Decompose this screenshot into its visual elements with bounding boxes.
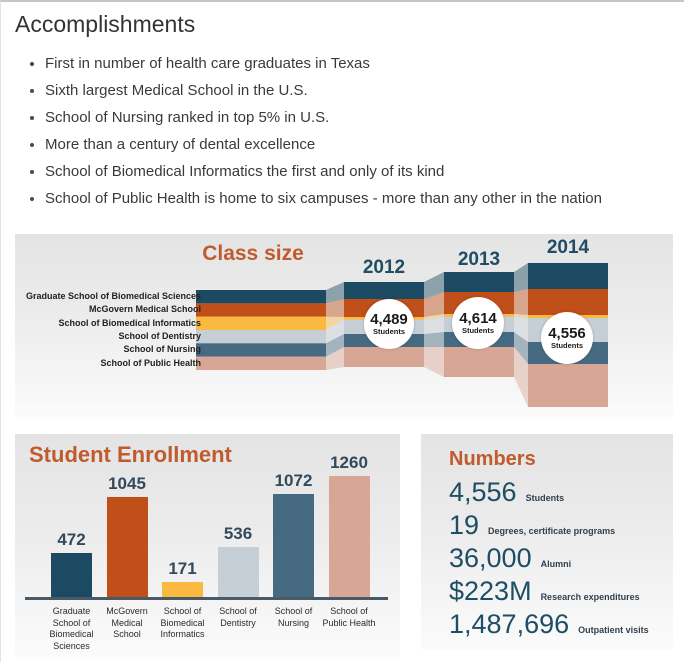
flow-legend-item: School of Dentistry bbox=[118, 330, 201, 341]
bullet-item: School of Biomedical Informatics the fir… bbox=[45, 163, 684, 181]
bar bbox=[217, 547, 259, 599]
bar bbox=[328, 476, 370, 599]
total-unit: Students bbox=[550, 341, 584, 350]
total-value: 4,556 bbox=[548, 325, 586, 342]
year-label-2013: 2013 bbox=[457, 249, 501, 270]
bullet-item: First in number of health care graduates… bbox=[45, 55, 684, 73]
flow-legend: Graduate School of Biomedical Sciences M… bbox=[15, 290, 201, 370]
flow-band-graduate-school-biomedical-sciences bbox=[196, 263, 608, 304]
bar-school-of-nursing: 1072 bbox=[273, 472, 314, 599]
total-value: 4,489 bbox=[370, 311, 408, 328]
flow-legend-item: McGovern Medical School bbox=[88, 304, 201, 315]
flow-legend-item: Graduate School of Biomedical Sciences bbox=[25, 291, 201, 301]
flow-band-school-of-public-health bbox=[196, 347, 608, 407]
year-label-2012: 2012 bbox=[362, 257, 406, 278]
bar-value-label: 1045 bbox=[108, 474, 146, 493]
accomplishments-list: First in number of health care graduates… bbox=[1, 55, 684, 208]
numbers-panel: Numbers 4,556 Students 19 Degrees, certi… bbox=[421, 434, 673, 650]
stat-row: 36,000 Alumni bbox=[449, 544, 665, 577]
stat-row: 19 Degrees, certificate programs bbox=[449, 511, 665, 544]
flow-legend-item: School of Nursing bbox=[123, 344, 202, 355]
stat-row: 1,487,696 Outpatient visits bbox=[449, 610, 665, 643]
bar bbox=[51, 553, 92, 599]
total-badge-2013: 4,614 Students bbox=[452, 297, 504, 349]
bullet-item: School of Public Health is home to six c… bbox=[45, 190, 684, 208]
bar-value-label: 536 bbox=[223, 524, 253, 543]
x-axis-label: School of Public Health bbox=[322, 606, 376, 628]
flow-legend-item: School of Biomedical Informatics bbox=[58, 317, 201, 328]
total-unit: Students bbox=[372, 327, 406, 336]
total-unit: Students bbox=[461, 326, 495, 335]
bullet-item: Sixth largest Medical School in the U.S. bbox=[45, 82, 684, 100]
stat-value: $223M bbox=[449, 576, 532, 606]
page-title: Accomplishments bbox=[15, 11, 196, 37]
bar bbox=[106, 497, 148, 599]
year-label-2014: 2014 bbox=[546, 237, 590, 258]
class-size-panel: Class size 2012 2013 2014 Graduate Schoo… bbox=[15, 234, 673, 417]
flow-legend-item: School of Public Health bbox=[100, 357, 201, 368]
bar-mcgovern-medical-school: 1045 bbox=[106, 474, 148, 599]
student-enrollment-panel: Student Enrollment 472 1045 171 536 1072… bbox=[15, 434, 400, 657]
x-axis bbox=[25, 597, 388, 600]
x-axis-label: Graduate School of Biomedical Sciences bbox=[49, 606, 94, 651]
bar-school-of-dentistry: 536 bbox=[217, 524, 259, 599]
bullet-item: School of Nursing ranked in top 5% in U.… bbox=[45, 109, 684, 127]
stat-row: $223M Research expenditures bbox=[449, 577, 665, 610]
bar-value-label: 1072 bbox=[274, 471, 313, 490]
bar-school-of-biomedical-informatics: 171 bbox=[162, 560, 203, 599]
numbers-title: Numbers bbox=[449, 448, 536, 470]
bar-value-label: 171 bbox=[168, 559, 197, 578]
stat-value: 36,000 bbox=[449, 543, 532, 573]
bar bbox=[162, 582, 203, 599]
student-enrollment-title: Student Enrollment bbox=[29, 442, 232, 467]
stat-label: Degrees, certificate programs bbox=[488, 526, 616, 536]
bullet-item: More than a century of dental excellence bbox=[45, 136, 684, 154]
stat-label: Research expenditures bbox=[540, 592, 640, 602]
stats-list: 4,556 Students 19 Degrees, certificate p… bbox=[449, 478, 665, 643]
x-axis-label: School of Dentistry bbox=[219, 606, 257, 628]
bar-graduate-school-biomedical-sciences: 472 bbox=[51, 531, 92, 599]
stat-value: 4,556 bbox=[449, 477, 517, 507]
total-badge-2014: 4,556 Students bbox=[541, 312, 593, 364]
x-axis-label: School of Biomedical Informatics bbox=[160, 606, 205, 639]
bar bbox=[273, 494, 314, 599]
stat-value: 1,487,696 bbox=[449, 609, 570, 639]
bar-school-of-public-health: 1260 bbox=[328, 453, 370, 599]
bar-value-label: 1260 bbox=[330, 453, 368, 472]
x-axis-label: McGovern Medical School bbox=[106, 606, 148, 639]
total-badge-2012: 4,489 Students bbox=[364, 299, 414, 349]
class-size-title: Class size bbox=[202, 242, 304, 265]
stat-label: Alumni bbox=[540, 559, 572, 569]
stat-value: 19 bbox=[449, 510, 480, 540]
stat-label: Students bbox=[525, 493, 565, 503]
bar-value-label: 472 bbox=[57, 530, 86, 549]
total-value: 4,614 bbox=[459, 310, 497, 327]
stat-label: Outpatient visits bbox=[578, 625, 649, 635]
stat-row: 4,556 Students bbox=[449, 478, 665, 511]
x-axis-label: School of Nursing bbox=[274, 606, 313, 628]
